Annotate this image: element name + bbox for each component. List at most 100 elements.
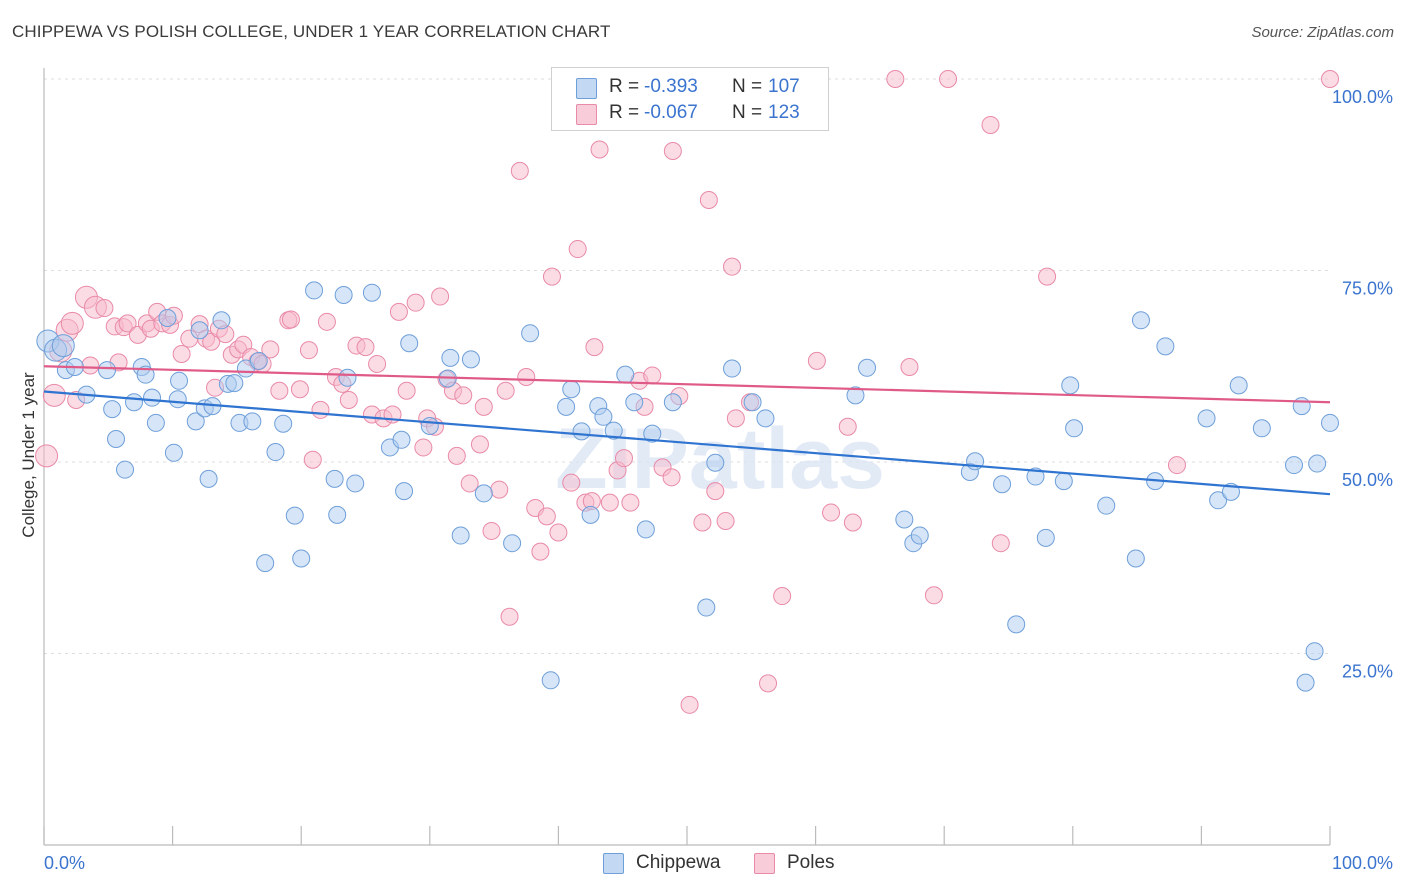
poles-points: [35, 70, 1339, 714]
source-label: Source: ZipAtlas.com: [1251, 24, 1394, 41]
chippewa-point: [199, 469, 218, 488]
chippewa-point: [616, 365, 635, 384]
chippewa-point: [1308, 454, 1327, 473]
chippewa-point: [1305, 642, 1324, 661]
poles-point: [723, 257, 742, 276]
chippewa-point: [625, 393, 644, 412]
chippewa-point: [168, 390, 187, 409]
chippewa-point: [474, 484, 493, 503]
chippewa-point: [136, 365, 155, 384]
poles-point: [843, 513, 862, 532]
chippewa-point: [190, 321, 209, 340]
poles-point: [496, 381, 515, 400]
poles-point: [474, 397, 493, 416]
chippewa-point: [451, 526, 470, 545]
chippewa-point: [1061, 376, 1080, 395]
poles-point: [414, 438, 433, 457]
n-label: N =: [732, 76, 763, 97]
chippewa-point: [1131, 311, 1150, 330]
poles-point: [531, 542, 550, 561]
chippewa-point: [125, 393, 144, 412]
n-value: 107: [768, 76, 800, 97]
chippewa-point: [643, 424, 662, 443]
poles-point: [716, 511, 735, 530]
poles-point: [537, 507, 556, 526]
poles-point: [482, 521, 501, 540]
poles-point: [1038, 267, 1057, 286]
poles-point: [773, 587, 792, 606]
poles-point: [991, 534, 1010, 553]
gridlines: [44, 78, 1330, 654]
chippewa-point: [1197, 409, 1216, 428]
poles-point: [431, 287, 450, 306]
poles-point: [590, 140, 609, 159]
chippewa-point: [158, 308, 177, 327]
poles-point: [406, 293, 425, 312]
poles-point: [759, 674, 778, 693]
chippewa-point: [562, 380, 581, 399]
poles-point: [447, 446, 466, 465]
poles-point: [290, 380, 309, 399]
poles-point: [368, 354, 387, 373]
chippewa-point: [146, 413, 165, 432]
chippewa-point: [107, 430, 126, 449]
poles-point: [490, 480, 509, 499]
poles-point: [389, 302, 408, 321]
chippewa-point: [1054, 472, 1073, 491]
poles-point: [299, 341, 318, 360]
axes: [43, 68, 1331, 846]
chippewa-point: [503, 534, 522, 553]
poles-point: [1167, 456, 1186, 475]
chippewa-point: [395, 482, 414, 501]
chippewa-point: [392, 430, 411, 449]
poles-point: [500, 607, 519, 626]
chippewa-point: [581, 505, 600, 524]
poles-point: [662, 468, 681, 487]
x-tick-labels: 0.0% 100.0%: [44, 853, 1393, 873]
chippewa-point: [743, 393, 762, 412]
chippewa-trend-line: [43, 390, 1331, 496]
poles-point: [663, 142, 682, 161]
correlation-legend: R = -0.393 N = 107 R = -0.067 N = 123: [551, 67, 829, 131]
poles-point: [600, 493, 619, 512]
poles-point: [680, 695, 699, 714]
poles-point: [939, 70, 958, 88]
chippewa-point: [663, 393, 682, 412]
poles-point: [95, 299, 114, 318]
chippewa-point: [756, 409, 775, 428]
chippewa-point: [594, 407, 613, 426]
poles-point: [517, 367, 536, 386]
poles-point: [900, 358, 919, 377]
poles-point: [510, 161, 529, 180]
r-value: -0.067: [644, 102, 698, 123]
chippewa-point: [636, 520, 655, 539]
poles-point: [356, 338, 375, 357]
y-tick-label: 25.0%: [1342, 662, 1393, 682]
chippewa-point: [441, 348, 460, 367]
chippewa-point: [1252, 419, 1271, 438]
chippewa-point: [1229, 376, 1248, 395]
chippewa-point: [1007, 615, 1026, 634]
chippewa-point: [557, 397, 576, 416]
r-value: -0.393: [644, 76, 698, 97]
chippewa-point: [170, 371, 189, 390]
legend-label: Poles: [787, 852, 835, 873]
y-tick-label: 75.0%: [1342, 279, 1393, 299]
poles-point: [542, 267, 561, 286]
poles-point: [838, 417, 857, 436]
chippewa-point: [706, 453, 725, 472]
chippewa-point: [723, 359, 742, 378]
chippewa-point: [98, 361, 117, 380]
chart-title: CHIPPEWA VS POLISH COLLEGE, UNDER 1 YEAR…: [12, 22, 611, 41]
r-label: R =: [609, 76, 640, 97]
chippewa-point: [1036, 528, 1055, 547]
chippewa-swatch: [576, 78, 597, 99]
poles-point: [706, 482, 725, 501]
poles-point: [924, 586, 943, 605]
x-tick-label: 100.0%: [1332, 853, 1393, 873]
poles-point: [585, 338, 604, 357]
legend-label: Chippewa: [636, 852, 721, 873]
y-tick-label: 50.0%: [1342, 470, 1393, 490]
chippewa-point: [895, 510, 914, 529]
poles-point: [726, 409, 745, 428]
